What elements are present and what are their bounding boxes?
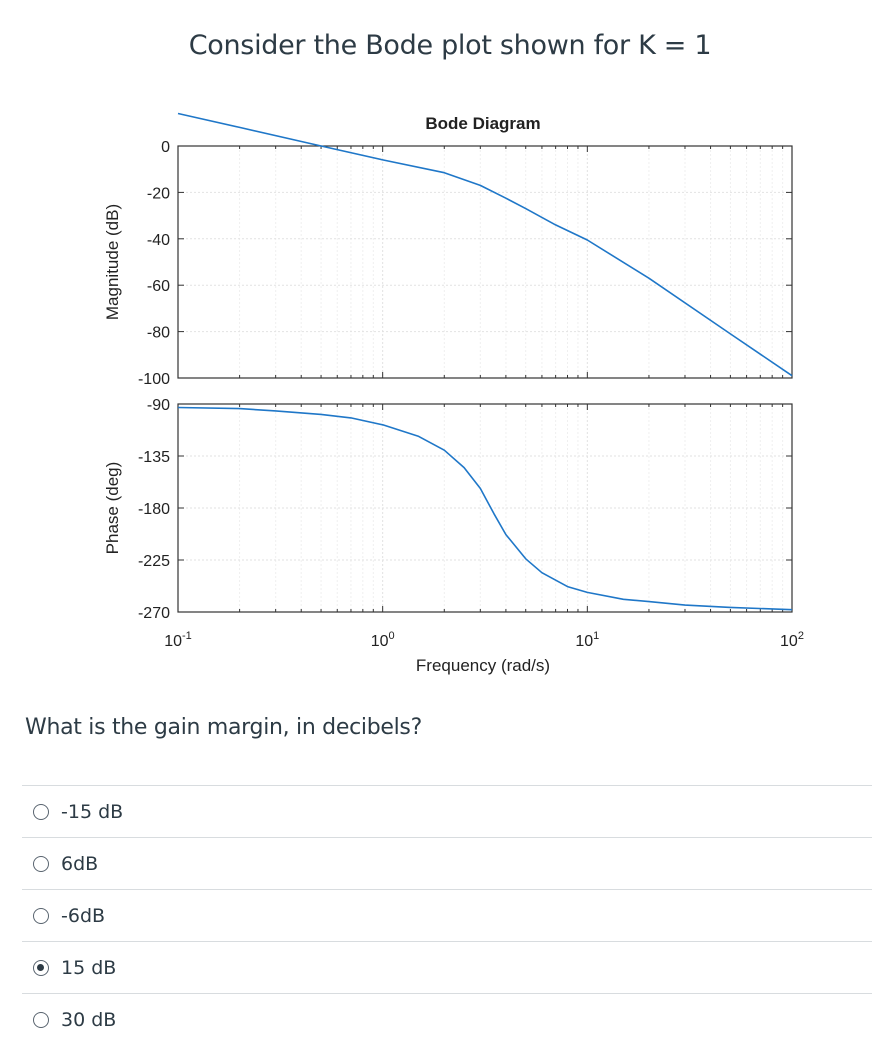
y-axis-label: Magnitude (dB) (103, 204, 122, 320)
y-tick-label: -60 (147, 278, 170, 295)
x-tick-exponent: -1 (182, 630, 192, 642)
radio-button[interactable] (33, 907, 49, 924)
answer-option[interactable]: 6dB (22, 837, 872, 889)
chart-title: Bode Diagram (425, 114, 540, 133)
answer-option[interactable]: -15 dB (22, 785, 872, 837)
y-tick-label: -90 (147, 397, 170, 414)
radio-button[interactable] (33, 959, 49, 976)
radio-button[interactable] (33, 1011, 49, 1028)
radio-button[interactable] (33, 855, 49, 872)
answer-list: -15 dB 6dB -6dB 15 dB 30 dB (22, 785, 872, 1045)
x-tick-label: 102 (780, 630, 804, 650)
y-tick-label: -20 (147, 185, 170, 202)
answer-option[interactable]: 30 dB (22, 993, 872, 1045)
answer-label: 6dB (61, 852, 99, 875)
x-tick-base: 10 (780, 633, 798, 650)
y-axis-label: Phase (deg) (103, 462, 122, 555)
answer-option[interactable]: 15 dB (22, 941, 872, 993)
answer-label: 15 dB (61, 956, 117, 979)
plot-frame (177, 145, 793, 379)
bode-plot: Bode Diagram 0 -20 -40 -60 -80 -100 Magnitude … (103, 112, 804, 675)
magnitude-series-line (177, 112, 793, 377)
answer-label: 30 dB (61, 1008, 117, 1031)
y-tick-label: 0 (161, 139, 170, 156)
answer-label: -6dB (61, 904, 106, 927)
question-prompt: What is the gain margin, in decibels? (25, 715, 422, 740)
x-tick-exponent: 0 (389, 630, 395, 642)
y-tick-label: -40 (147, 232, 170, 249)
y-tick-label: -180 (138, 501, 170, 518)
question-title: Consider the Bode plot shown for K = 1 (188, 30, 712, 61)
x-tick-exponent: 1 (593, 630, 599, 642)
x-tick-exponent: 2 (798, 630, 804, 642)
x-tick-label: 100 (371, 630, 395, 650)
x-tick-base: 10 (371, 633, 389, 650)
y-tick-label: -225 (138, 553, 170, 570)
y-tick-label: -135 (138, 449, 170, 466)
y-tick-label: -80 (147, 325, 170, 342)
answer-option[interactable]: -6dB (22, 889, 872, 941)
x-tick-base: 10 (164, 633, 182, 650)
answer-label: -15 dB (61, 800, 124, 823)
x-axis-label: Frequency (rad/s) (416, 656, 550, 675)
y-tick-label: -270 (138, 605, 170, 622)
radio-button[interactable] (33, 803, 49, 820)
x-tick-label: 10-1 (164, 630, 192, 650)
y-tick-label: -100 (138, 371, 170, 388)
plot-frame (177, 403, 793, 613)
x-tick-base: 10 (575, 633, 593, 650)
phase-series-line (177, 406, 793, 611)
x-tick-label: 101 (575, 630, 599, 650)
